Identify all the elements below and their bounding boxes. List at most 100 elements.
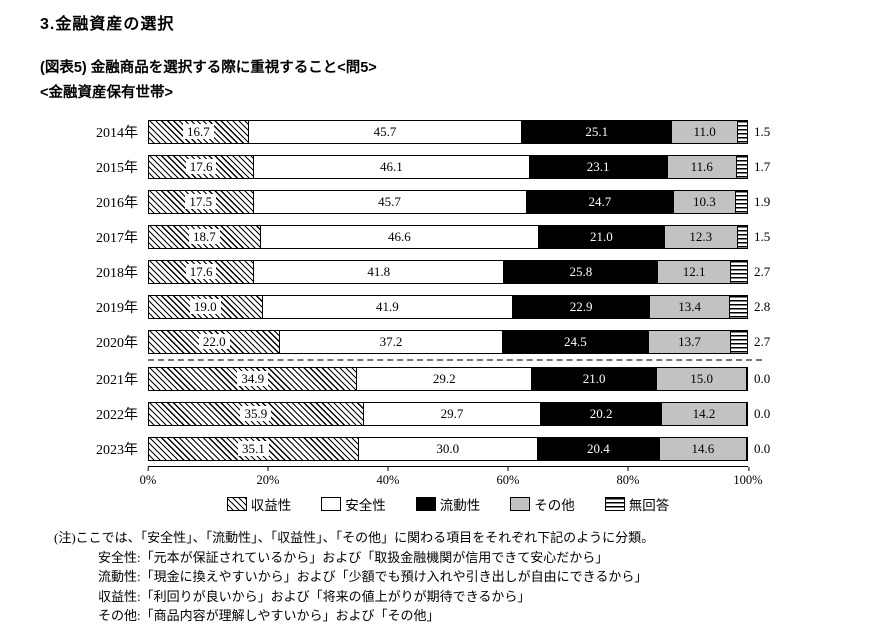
stacked-bar: 35.1 30.0 20.4 14.6	[148, 436, 748, 461]
segment-その他: 15.0	[657, 367, 747, 390]
segment-value: 21.0	[589, 229, 613, 244]
segment-無回答	[730, 330, 747, 353]
bar-row: 2014年 16.7 45.7 25.1 11.0 1.5	[40, 114, 850, 149]
stacked-bar: 34.9 29.2 21.0 15.0	[148, 366, 748, 391]
stacked-bar: 22.0 37.2 24.5 13.7	[148, 329, 748, 354]
axis-tick-label: 40%	[376, 467, 400, 487]
segment-安全性: 41.8	[254, 260, 505, 283]
segment-その他: 11.0	[672, 120, 738, 143]
segment-value: 45.7	[378, 194, 401, 209]
year-label: 2017年	[96, 230, 138, 246]
bar-row: 2017年 18.7 46.6 21.0 12.3 1.5	[40, 219, 850, 254]
no-answer-value: 2.8	[754, 298, 771, 314]
bar-row: 2023年 35.1 30.0 20.4 14.6 0.0	[40, 431, 850, 466]
note-line: (注)ここでは、「安全性」、「流動性」、「収益性」、「その他」に関わる項目をそれ…	[54, 530, 655, 545]
segment-収益性: 17.6	[149, 155, 255, 178]
segment-収益性: 34.9	[149, 367, 358, 390]
segment-value: 20.4	[586, 441, 610, 456]
segment-value: 17.6	[185, 264, 217, 279]
segment-value: 41.9	[376, 299, 399, 314]
segment-value: 23.1	[586, 159, 610, 174]
segment-安全性: 41.9	[262, 295, 514, 318]
segment-流動性: 23.1	[529, 155, 668, 178]
segment-収益性: 18.7	[149, 225, 261, 248]
year-label: 2019年	[96, 300, 138, 316]
segment-value: 12.3	[689, 229, 713, 244]
x-axis: 0% 20% 40% 60% 80% 100%	[140, 466, 763, 490]
segment-value: 13.4	[678, 299, 702, 314]
legend-item: 流動性	[415, 494, 481, 514]
segment-value: 19.0	[189, 299, 221, 314]
segment-無回答	[730, 260, 747, 283]
segment-その他: 10.3	[674, 190, 736, 213]
no-answer-value: 1.7	[754, 158, 771, 174]
segment-安全性: 37.2	[280, 330, 503, 353]
segment-安全性: 29.2	[357, 367, 532, 390]
segment-流動性: 24.5	[502, 330, 650, 353]
stacked-bar-chart: 2014年 16.7 45.7 25.1 11.0 1.5 2015年 17.6 46.1 23.…	[40, 114, 850, 514]
year-label: 2020年	[96, 335, 138, 351]
stacked-bar: 35.9 29.7 20.2 14.2	[148, 401, 748, 426]
segment-value: 10.3	[693, 194, 716, 209]
no-answer-value: 1.5	[754, 123, 771, 139]
figure-caption: (図表5) 金融商品を選択する際に重視すること<問5>	[40, 60, 377, 76]
page-title: 3.金融資産の選択	[40, 16, 175, 33]
segment-value: 25.8	[569, 264, 593, 279]
segment-流動性: 21.0	[539, 225, 665, 248]
year-label: 2016年	[96, 195, 138, 211]
legend-label: 収益性	[250, 498, 292, 513]
year-label: 2022年	[96, 407, 138, 423]
year-label: 2015年	[96, 160, 138, 176]
no-answer-value: 0.0	[754, 370, 771, 386]
legend-label: 流動性	[439, 498, 481, 513]
year-label: 2023年	[96, 442, 138, 458]
stacked-bar: 17.6 46.1 23.1 11.6	[148, 154, 748, 179]
segment-value: 12.1	[682, 264, 706, 279]
note-line: 安全性:「元本が保証されているから」および「取扱金融機関が信用できて安心だから」	[98, 549, 609, 565]
segment-安全性: 45.7	[248, 120, 523, 143]
segment-その他: 14.2	[662, 402, 747, 425]
segment-value: 17.5	[185, 194, 217, 209]
segment-収益性: 19.0	[149, 295, 263, 318]
segment-value: 22.9	[569, 299, 593, 314]
note-line: 収益性:「利回りが良いから」および「将来の値上がりが期待できるから」	[98, 588, 531, 604]
segment-value: 18.7	[188, 229, 220, 244]
year-label: 2021年	[96, 372, 138, 388]
segment-安全性: 29.7	[363, 402, 542, 425]
segment-value: 11.6	[690, 159, 713, 174]
segment-収益性: 17.5	[149, 190, 254, 213]
segment-value: 41.8	[367, 264, 391, 279]
segment-無回答	[738, 225, 747, 248]
axis-tick-label: 0%	[139, 467, 157, 487]
bar-row: 2015年 17.6 46.1 23.1 11.6 1.7	[40, 149, 850, 184]
segment-流動性: 25.8	[504, 260, 659, 283]
axis-tick-label: 60%	[496, 467, 520, 487]
legend-label: 無回答	[628, 498, 670, 513]
segment-その他: 13.4	[650, 295, 731, 318]
segment-その他: 12.3	[664, 225, 739, 248]
no-answer-value: 2.7	[754, 333, 771, 349]
note-line: その他:「商品内容が理解しやすいから」および「その他」	[98, 608, 440, 623]
segment-value: 15.0	[690, 371, 714, 386]
bar-row: 2019年 19.0 41.9 22.9 13.4 2.8	[40, 289, 850, 324]
axis-tick-label: 100%	[733, 467, 763, 487]
segment-value: 24.5	[563, 334, 587, 349]
bar-row: 2016年 17.5 45.7 24.7 10.3 1.9	[40, 184, 850, 219]
chart-rows: 2014年 16.7 45.7 25.1 11.0 1.5 2015年 17.6 46.1 23.…	[40, 114, 850, 466]
segment-value: 17.6	[185, 159, 217, 174]
stacked-bar: 17.6 41.8 25.8 12.1	[148, 259, 748, 284]
segment-value: 22.0	[198, 334, 230, 349]
segment-value: 45.7	[373, 124, 397, 139]
segment-value: 30.0	[436, 441, 460, 456]
legend-item: 安全性	[321, 494, 386, 514]
segment-value: 24.7	[588, 194, 612, 209]
chart-legend: 収益性 安全性 流動性 その他 無回答	[148, 494, 748, 514]
no-answer-value: 2.7	[754, 263, 771, 279]
segment-安全性: 46.6	[260, 225, 540, 248]
year-label: 2018年	[96, 265, 138, 281]
axis-tick-label: 80%	[616, 467, 640, 487]
segment-収益性: 35.1	[149, 437, 359, 460]
legend-swatch-安全性	[321, 497, 342, 511]
note-line: 流動性:「現金に換えやすいから」および「少額でも預け入れや引き出しが自由にできる…	[98, 569, 648, 584]
segment-安全性: 46.1	[254, 155, 530, 178]
